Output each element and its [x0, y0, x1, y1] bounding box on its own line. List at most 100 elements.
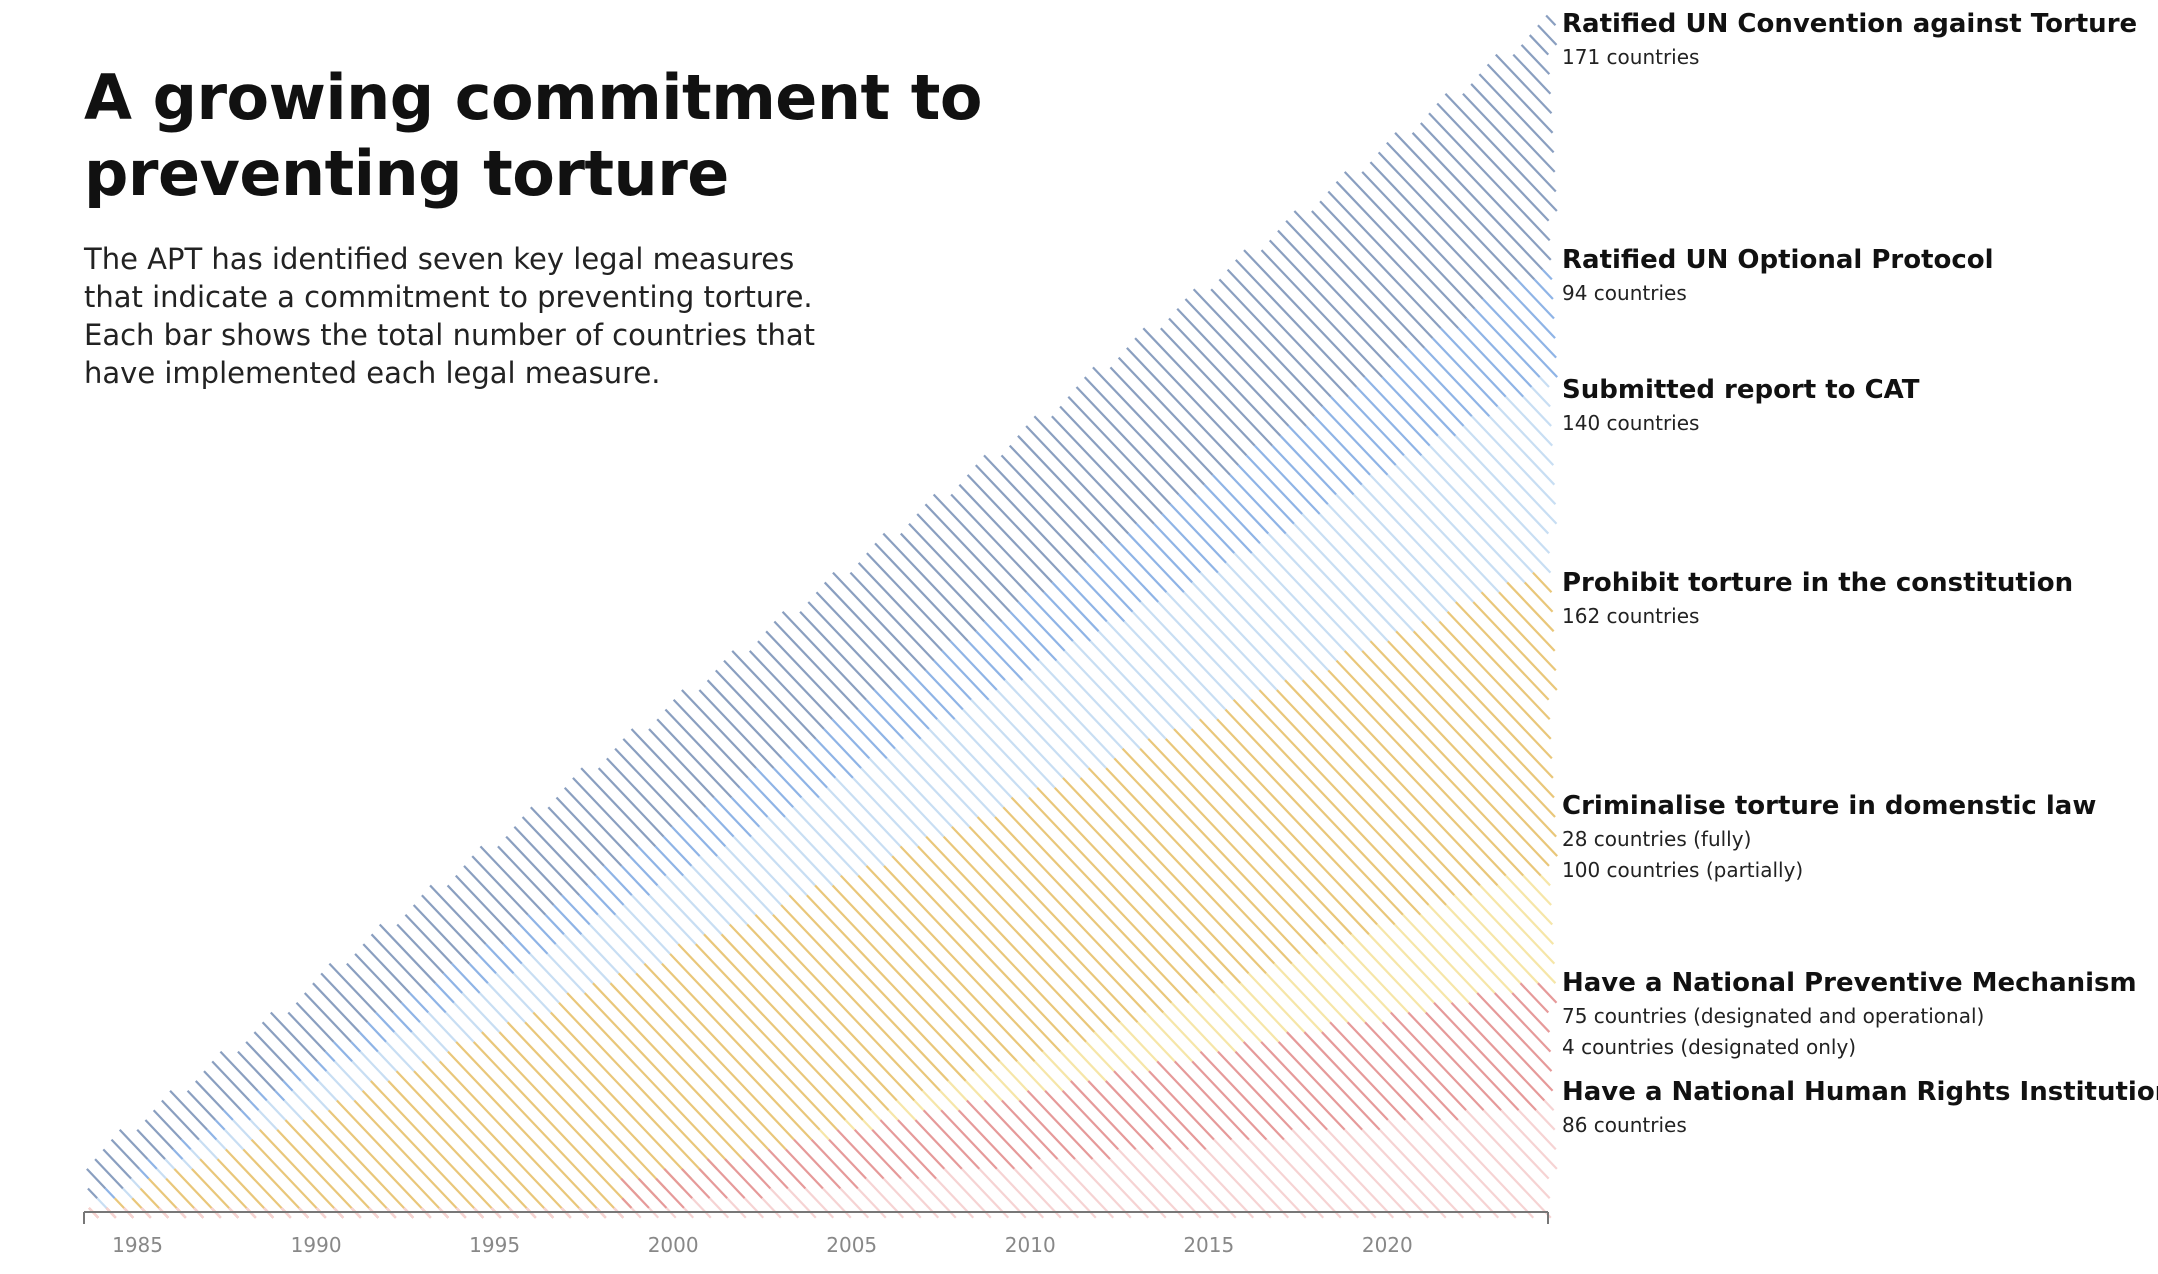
hatch-line-7	[1204, 1148, 1272, 1219]
hatch-line-5	[1427, 904, 1514, 994]
hatch-line-3	[1199, 571, 1304, 681]
hatch-line-3	[351, 1060, 372, 1082]
hatch-line-7	[1291, 1129, 1377, 1219]
hatch-line-6	[810, 1138, 859, 1190]
hatch-line-1	[118, 1129, 149, 1160]
hatch-line-7	[1535, 1109, 1556, 1131]
hatch-line-3	[1217, 571, 1312, 672]
hatch-line-4	[1173, 728, 1370, 936]
hatch-line-2	[1229, 474, 1287, 535]
hatch-line-2	[1541, 268, 1553, 281]
hatch-line-3	[291, 1089, 312, 1112]
hatch-line-2	[967, 640, 1006, 681]
hatch-line-1	[287, 1011, 327, 1053]
hatch-line-4	[951, 826, 1139, 1024]
hatch-line-3	[130, 1177, 142, 1190]
hatch-line-6	[983, 1099, 1041, 1160]
hatch-line-3	[1089, 640, 1175, 730]
hatch-line-1	[1394, 132, 1536, 281]
hatch-line-7	[943, 1168, 992, 1219]
hatch-line-1	[102, 1148, 132, 1180]
hatch-line-1	[245, 1041, 285, 1082]
hatch-area	[86, 14, 1559, 1219]
hatch-line-1	[1051, 415, 1155, 525]
hatch-line-4	[1361, 650, 1559, 857]
hatch-line-1	[94, 1158, 124, 1190]
hatch-line-4	[857, 874, 1036, 1063]
hatch-line-7	[1500, 1109, 1558, 1170]
hatch-line-2	[1287, 425, 1355, 496]
hatch-line-7	[1465, 1109, 1551, 1199]
hatch-line-1	[1335, 180, 1468, 320]
hatch-line-2	[1355, 386, 1423, 457]
hatch-line-3	[1318, 513, 1423, 623]
hatch-line-7	[1517, 1109, 1557, 1151]
hatch-line-1	[672, 698, 749, 779]
hatch-line-3	[487, 982, 526, 1024]
hatch-line-3	[411, 1031, 441, 1063]
hatch-line-1	[1083, 376, 1197, 496]
hatch-line-4	[754, 914, 924, 1092]
hatch-line-1	[169, 1089, 209, 1131]
hatch-line-2	[400, 1001, 421, 1024]
hatch-line-1	[161, 1099, 200, 1141]
x-tick-label: 2010	[1005, 1233, 1056, 1257]
hatch-line-2	[1253, 444, 1321, 515]
hatch-line-5	[973, 1070, 1003, 1102]
hatch-line-3	[1496, 405, 1555, 466]
hatch-line-5	[1016, 1060, 1046, 1092]
hatch-line-4	[1301, 679, 1499, 887]
hatch-line-4	[635, 972, 795, 1141]
hatch-line-1	[1377, 151, 1510, 290]
hatch-line-1	[152, 1109, 183, 1141]
hatch-line-4	[780, 904, 950, 1082]
hatch-line-1	[765, 630, 851, 721]
hatch-line-3	[987, 698, 1064, 779]
hatch-line-5	[1368, 933, 1435, 1004]
hatch-line-6	[1044, 1089, 1111, 1160]
hatch-line-2	[586, 884, 617, 916]
measure-label: Criminalise torture in domenstic law	[1562, 791, 2096, 821]
hatch-line-2	[755, 767, 795, 809]
hatch-line-6	[836, 1129, 885, 1180]
hatch-line-3	[588, 923, 637, 975]
hatch-line-1	[269, 1011, 319, 1063]
hatch-line-1	[1419, 122, 1552, 261]
hatch-line-4	[942, 835, 1121, 1024]
hatch-line-6	[1234, 1050, 1311, 1131]
hatch-line-3	[1522, 395, 1552, 427]
hatch-line-3	[419, 1021, 449, 1053]
measure-labels: Ratified UN Convention against Torture 17…	[1562, 9, 2158, 1137]
x-tick-label: 1990	[291, 1233, 342, 1257]
hatch-line-1	[471, 855, 529, 916]
hatch-line-2	[1009, 611, 1058, 662]
hatch-line-1	[572, 777, 639, 848]
hatch-line-2	[1119, 542, 1168, 593]
hatch-line-1	[1293, 210, 1426, 349]
hatch-line-5	[1522, 874, 1552, 906]
x-tick-label: 2020	[1362, 1233, 1413, 1257]
hatch-line-5	[1170, 1001, 1219, 1053]
hatch-line-2	[738, 786, 769, 818]
hatch-line-1	[505, 835, 563, 896]
hatch-line-3	[1267, 532, 1372, 642]
hatch-line-5	[998, 1060, 1029, 1092]
hatch-line-2	[434, 982, 455, 1004]
hatch-line-4	[1087, 767, 1276, 965]
hatch-line-4	[276, 1129, 362, 1219]
hatch-line-3	[299, 1080, 330, 1112]
hatch-line-1	[421, 894, 479, 955]
hatch-line-7	[1343, 1129, 1430, 1219]
hatch-line-6	[1173, 1060, 1250, 1141]
hatch-line-6	[698, 1168, 729, 1199]
hatch-line-4	[455, 1041, 615, 1209]
hatch-line-3	[970, 698, 1056, 789]
hatch-line-5	[870, 1109, 882, 1121]
hatch-line-4	[369, 1080, 502, 1219]
hatch-line-1	[521, 816, 589, 887]
hatch-line-4	[1395, 630, 1555, 799]
hatch-line-3	[1139, 601, 1235, 701]
hatch-line-6	[1303, 1031, 1389, 1121]
hatch-line-5	[1111, 1031, 1150, 1072]
hatch-line-7	[1404, 1119, 1500, 1219]
